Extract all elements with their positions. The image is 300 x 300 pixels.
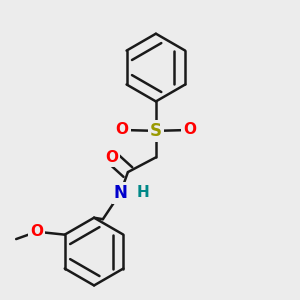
Text: O: O [30,224,43,239]
Text: N: N [114,184,128,202]
Text: O: O [183,122,196,137]
Text: O: O [105,150,118,165]
Text: S: S [150,122,162,140]
Text: H: H [136,185,149,200]
Text: O: O [116,122,128,137]
